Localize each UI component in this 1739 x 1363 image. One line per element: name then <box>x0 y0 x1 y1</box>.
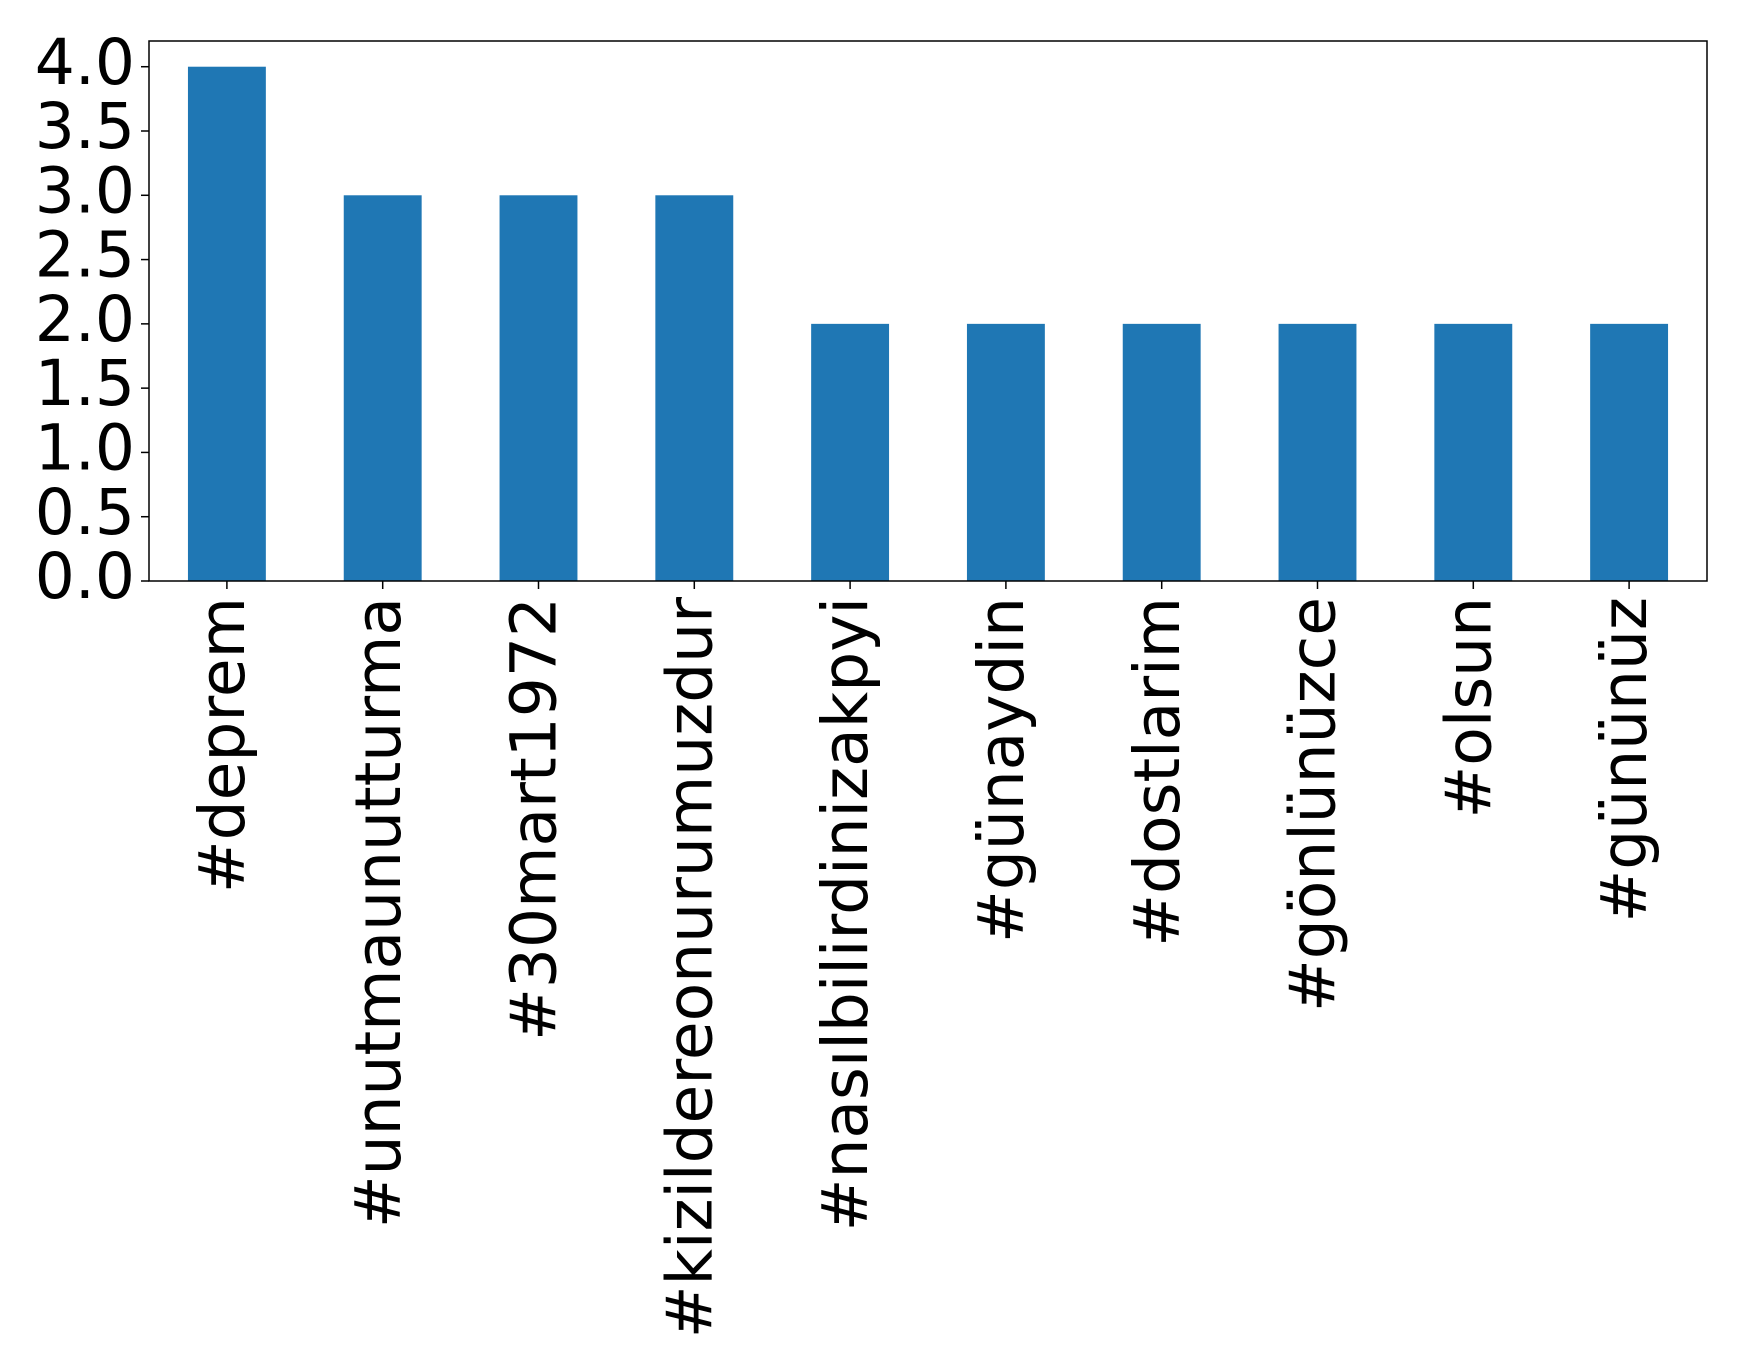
x-tick-label: #gönlünüzce <box>1277 597 1350 1012</box>
plot-frame <box>148 40 1708 582</box>
x-tick-label: #deprem <box>186 597 259 893</box>
bar <box>187 66 266 581</box>
y-tick-label: 2.5 <box>35 219 135 292</box>
y-tick-label: 0.0 <box>35 540 135 613</box>
x-tick-label: #dostlarim <box>1121 597 1194 947</box>
x-tick-label: #unutmaunutturma <box>342 597 415 1228</box>
x-tick-label: #olsun <box>1432 597 1505 819</box>
x-tick-label: #30mart1972 <box>498 597 571 1041</box>
y-tick-label: 1.5 <box>35 347 135 420</box>
bar <box>499 195 578 582</box>
y-tick-label: 3.5 <box>35 90 135 163</box>
y-tick-label: 2.0 <box>35 283 135 356</box>
bar <box>1122 323 1201 581</box>
y-tick-label: 3.0 <box>35 154 135 227</box>
bar <box>1434 323 1513 581</box>
bar <box>343 195 422 582</box>
x-tick-label: #kizildereonurumuzdur <box>653 597 726 1338</box>
y-tick-label: 0.5 <box>35 476 135 549</box>
x-tick-label: #gününüz <box>1588 597 1661 923</box>
bar <box>811 323 890 581</box>
y-tick-label: 1.0 <box>35 412 135 485</box>
y-tick-label: 4.0 <box>35 26 135 99</box>
x-tick-label: #günaydin <box>965 597 1038 943</box>
x-tick-label: #nasılbilirdinizakpyi <box>809 597 882 1231</box>
bar <box>1590 323 1669 581</box>
bar <box>655 195 734 582</box>
bar <box>1278 323 1357 581</box>
bar <box>966 323 1045 581</box>
